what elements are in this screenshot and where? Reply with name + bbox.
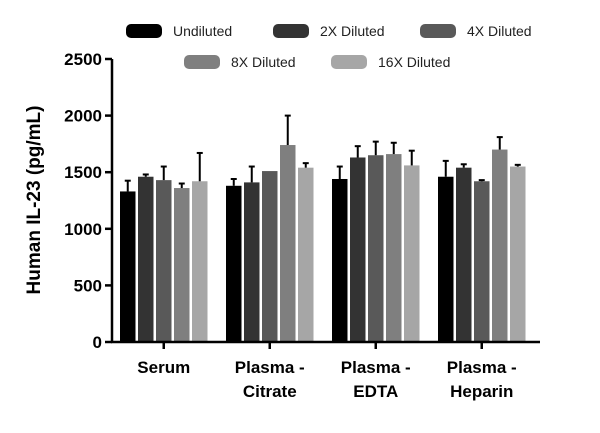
- bars-group: [120, 145, 526, 342]
- bar: [386, 154, 402, 342]
- x-tick-label: Plasma -: [235, 358, 305, 377]
- axes: [110, 59, 540, 344]
- x-ticks: Serum Plasma - Citrate Plasma - EDTA Plasma -…: [137, 342, 517, 401]
- error-bars-group: [124, 114, 521, 192]
- x-tick-label: Plasma -: [341, 358, 411, 377]
- bar: [332, 178, 348, 342]
- bar: [368, 155, 384, 342]
- bar: [174, 188, 190, 342]
- legend-swatch: [126, 24, 162, 38]
- bar: [350, 157, 366, 342]
- y-axis-label: Human IL-23 (pg/mL): [24, 106, 45, 295]
- legend-swatch: [331, 55, 367, 69]
- bar: [120, 191, 136, 342]
- y-tick-label: 1000: [64, 220, 102, 239]
- bar: [298, 167, 314, 342]
- legend-swatch: [184, 55, 220, 69]
- bar: [156, 180, 172, 342]
- legend-label: 16X Diluted: [378, 54, 450, 70]
- legend-swatch: [273, 24, 309, 38]
- x-tick-label-line2: Citrate: [243, 382, 297, 401]
- y-tick-label: 2500: [64, 50, 102, 69]
- legend-swatch: [420, 24, 456, 38]
- bar: [456, 167, 472, 342]
- bar: [510, 166, 526, 342]
- legend: Undiluted 2X Diluted 4X Diluted 8X Diluted 1…: [126, 23, 532, 70]
- y-tick-label: 2000: [64, 107, 102, 126]
- bar: [262, 171, 278, 342]
- legend-label: 4X Diluted: [467, 23, 532, 39]
- bar: [492, 149, 508, 342]
- bar: [138, 176, 154, 342]
- x-tick-label-line2: EDTA: [353, 382, 398, 401]
- bar: [438, 176, 454, 342]
- legend-label: Undiluted: [173, 23, 232, 39]
- y-ticks: 0 500 1000 1500 2000 2500: [64, 50, 112, 352]
- y-tick-label: 0: [93, 333, 102, 352]
- legend-label: 2X Diluted: [320, 23, 385, 39]
- y-tick-label: 500: [74, 276, 102, 295]
- bar: [192, 181, 208, 342]
- bar: [280, 145, 296, 342]
- legend-label: 8X Diluted: [231, 54, 296, 70]
- x-tick-label: Serum: [137, 358, 190, 377]
- x-tick-label-line2: Heparin: [450, 382, 513, 401]
- y-tick-label: 1500: [64, 163, 102, 182]
- x-tick-label: Plasma -: [447, 358, 517, 377]
- bar: [226, 185, 242, 342]
- bar: [244, 182, 260, 342]
- bar: [404, 165, 420, 342]
- bar: [474, 181, 490, 342]
